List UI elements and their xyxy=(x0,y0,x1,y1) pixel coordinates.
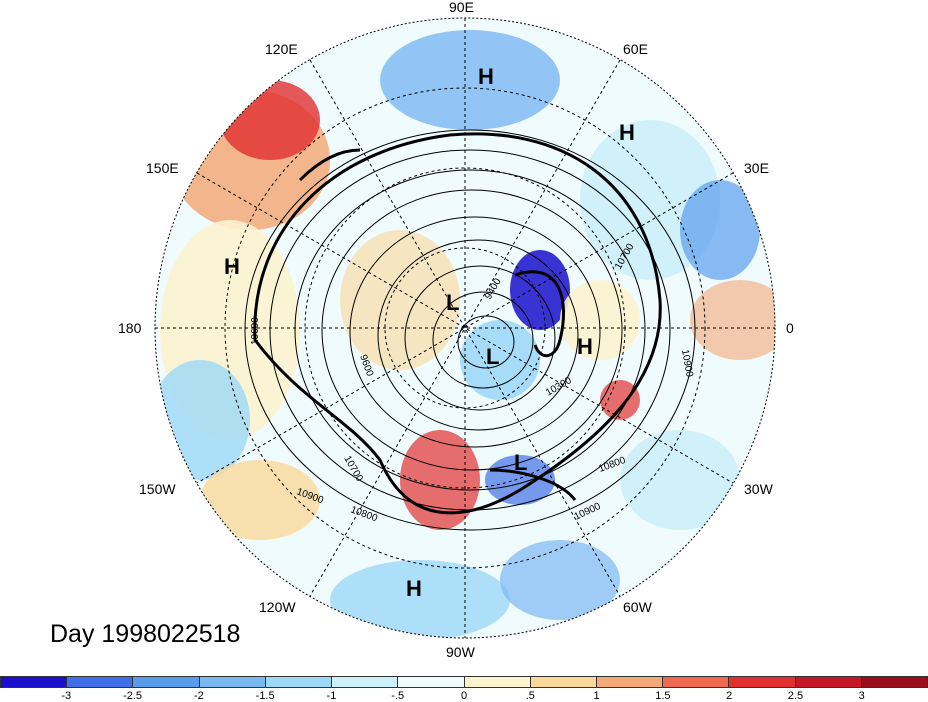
colorbar-tick-label: 1 xyxy=(593,690,600,702)
low-center: L xyxy=(514,450,527,475)
colorbar-swatch xyxy=(332,676,399,688)
longitude-label-90w: 90W xyxy=(446,644,475,660)
longitude-label-150w: 150W xyxy=(139,481,176,497)
colorbar-swatch xyxy=(398,676,465,688)
colorbar-swatches xyxy=(0,676,928,688)
high-center: H xyxy=(577,334,593,359)
longitude-label-120e: 120E xyxy=(265,41,298,57)
longitude-label-60w: 60W xyxy=(623,599,652,615)
longitude-label-90e: 90E xyxy=(449,0,474,15)
longitude-label-0: 0 xyxy=(786,320,794,336)
map-title: Day 1998022518 xyxy=(50,620,241,648)
graticule xyxy=(155,18,775,638)
height-contours xyxy=(244,129,696,531)
longitude-label-120w: 120W xyxy=(259,599,296,615)
colorbar-swatch xyxy=(729,676,796,688)
low-center: L xyxy=(486,344,499,369)
colorbar-tick-label: 0 xyxy=(460,690,468,702)
anomaly-shading xyxy=(155,18,775,638)
low-center: L xyxy=(446,290,459,315)
colorbar-tick-label: 3 xyxy=(858,690,865,702)
colorbar-tick-label: -2.5 xyxy=(123,690,143,702)
colorbar-swatch xyxy=(530,676,597,688)
colorbar-swatch xyxy=(0,676,68,688)
colorbar: -3 -2.5 -2 -1.5 -1 -.5 0 .5 1 1.5 2 2.5 3 xyxy=(0,676,928,702)
colorbar-swatch xyxy=(663,676,730,688)
colorbar-tick-label: -1.5 xyxy=(255,690,275,702)
colorbar-tick-label: 1.5 xyxy=(655,690,671,702)
longitude-label-30w: 30W xyxy=(744,481,773,497)
colorbar-tick-label: -.5 xyxy=(391,690,405,702)
high-center: H xyxy=(224,254,240,279)
colorbar-tick-label: 2.5 xyxy=(787,690,804,702)
colorbar-swatch xyxy=(596,676,664,688)
jet-stream-contours xyxy=(253,132,662,515)
colorbar-swatch xyxy=(265,676,333,688)
colorbar-swatch xyxy=(67,676,134,688)
colorbar-swatch xyxy=(861,676,928,688)
longitude-label-180: 180 xyxy=(118,320,142,336)
colorbar-tick-label: -1 xyxy=(326,690,337,702)
longitude-label-60e: 60E xyxy=(623,41,648,57)
longitude-label-150e: 150E xyxy=(146,160,179,176)
colorbar-swatch xyxy=(199,676,266,688)
svg-text:10600: 10600 xyxy=(250,317,261,345)
high-center: H xyxy=(478,64,494,89)
colorbar-tick-label: -2 xyxy=(193,690,204,702)
svg-text:10900: 10900 xyxy=(679,349,695,379)
colorbar-tick-label: -3 xyxy=(61,690,72,702)
pressure-center-labels: H H H H H L L L xyxy=(224,64,635,601)
high-center: H xyxy=(406,576,422,601)
colorbar-swatch xyxy=(464,676,531,688)
colorbar-swatch xyxy=(795,676,862,688)
colorbar-tick-label: .5 xyxy=(525,690,535,702)
colorbar-swatch xyxy=(133,676,200,688)
high-center: H xyxy=(619,120,635,145)
colorbar-tick-label: 2 xyxy=(726,690,733,702)
longitude-label-30e: 30E xyxy=(744,160,769,176)
